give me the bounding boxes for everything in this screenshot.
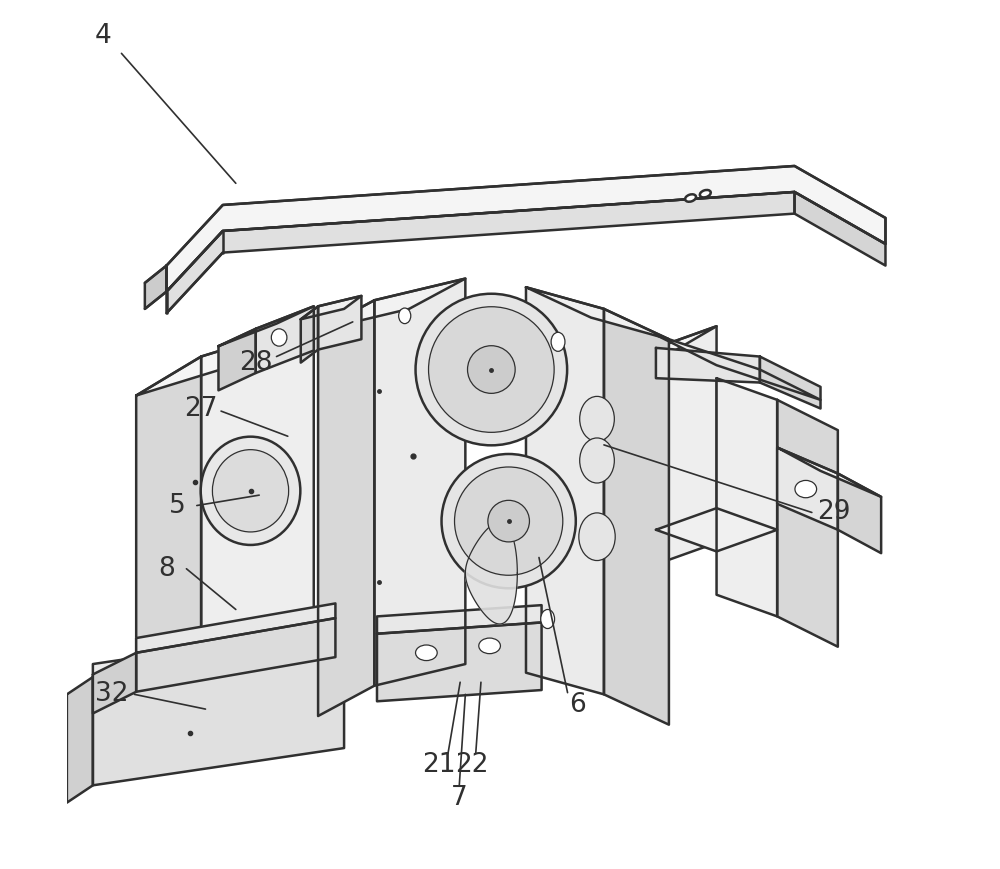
Polygon shape xyxy=(93,640,344,786)
Ellipse shape xyxy=(429,307,554,433)
Ellipse shape xyxy=(468,346,515,394)
Polygon shape xyxy=(301,296,361,319)
Ellipse shape xyxy=(212,449,289,532)
Polygon shape xyxy=(318,279,465,330)
Text: 28: 28 xyxy=(239,349,272,375)
Text: 21: 21 xyxy=(423,753,456,779)
Ellipse shape xyxy=(580,438,614,483)
Polygon shape xyxy=(377,622,542,701)
Ellipse shape xyxy=(579,513,615,561)
Ellipse shape xyxy=(416,645,437,660)
Ellipse shape xyxy=(416,294,567,445)
Polygon shape xyxy=(136,322,314,395)
Text: 27: 27 xyxy=(184,395,218,421)
Polygon shape xyxy=(167,166,885,292)
Polygon shape xyxy=(656,508,777,552)
Polygon shape xyxy=(201,322,314,651)
Polygon shape xyxy=(656,348,760,382)
Polygon shape xyxy=(795,192,885,266)
Polygon shape xyxy=(93,627,344,677)
Text: 8: 8 xyxy=(158,556,175,581)
Polygon shape xyxy=(604,326,717,378)
Polygon shape xyxy=(656,326,717,565)
Ellipse shape xyxy=(479,638,500,653)
Polygon shape xyxy=(526,288,669,339)
Ellipse shape xyxy=(700,190,711,197)
Ellipse shape xyxy=(551,332,565,351)
Polygon shape xyxy=(145,266,167,308)
Ellipse shape xyxy=(580,396,614,441)
Polygon shape xyxy=(218,328,256,390)
Text: 5: 5 xyxy=(169,493,186,519)
Ellipse shape xyxy=(442,454,576,588)
Polygon shape xyxy=(167,192,795,313)
Text: 29: 29 xyxy=(817,500,850,526)
Polygon shape xyxy=(218,306,314,346)
Polygon shape xyxy=(377,605,542,634)
Text: 7: 7 xyxy=(451,786,468,812)
Polygon shape xyxy=(838,474,881,554)
Polygon shape xyxy=(604,348,656,594)
Polygon shape xyxy=(318,296,361,349)
Polygon shape xyxy=(465,522,517,624)
Ellipse shape xyxy=(685,195,696,202)
Polygon shape xyxy=(136,356,201,690)
Ellipse shape xyxy=(488,501,529,542)
Polygon shape xyxy=(526,288,604,694)
Polygon shape xyxy=(374,279,465,686)
Ellipse shape xyxy=(795,481,817,498)
Polygon shape xyxy=(656,335,821,400)
Text: 32: 32 xyxy=(95,681,129,707)
Polygon shape xyxy=(256,306,314,373)
Polygon shape xyxy=(777,448,838,530)
Polygon shape xyxy=(136,603,335,653)
Polygon shape xyxy=(777,400,838,647)
Ellipse shape xyxy=(541,609,555,628)
Text: 22: 22 xyxy=(456,753,489,779)
Polygon shape xyxy=(604,308,669,725)
Polygon shape xyxy=(760,356,821,408)
Polygon shape xyxy=(777,448,881,497)
Ellipse shape xyxy=(201,436,300,545)
Text: 4: 4 xyxy=(95,23,112,49)
Text: 6: 6 xyxy=(570,692,586,718)
Polygon shape xyxy=(301,306,318,362)
Polygon shape xyxy=(93,653,136,713)
Polygon shape xyxy=(67,677,93,803)
Polygon shape xyxy=(318,300,374,716)
Ellipse shape xyxy=(399,308,411,323)
Ellipse shape xyxy=(455,467,563,575)
Ellipse shape xyxy=(271,328,287,346)
Polygon shape xyxy=(136,618,335,692)
Polygon shape xyxy=(717,378,777,616)
